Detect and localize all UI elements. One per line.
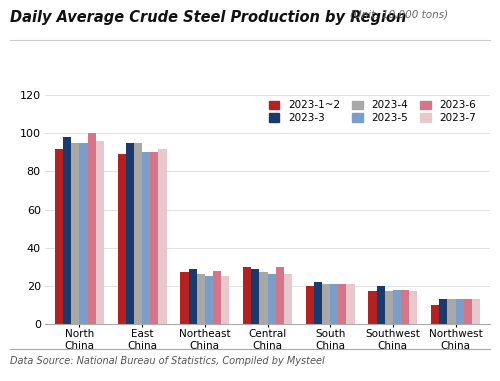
Text: Daily Average Crude Steel Production by Region: Daily Average Crude Steel Production by … — [10, 10, 406, 24]
Bar — [251, 269, 260, 324]
Bar — [134, 143, 142, 324]
Bar — [63, 137, 72, 324]
Bar — [284, 274, 292, 324]
Bar — [330, 284, 338, 324]
Bar — [80, 143, 88, 324]
Bar — [431, 305, 439, 324]
Bar — [464, 299, 472, 324]
Bar — [314, 282, 322, 324]
Bar — [260, 272, 268, 324]
Bar — [150, 152, 158, 324]
Legend: 2023-1~2, 2023-3, 2023-4, 2023-5, 2023-6, 2023-7: 2023-1~2, 2023-3, 2023-4, 2023-5, 2023-6… — [269, 101, 476, 123]
Bar — [393, 290, 401, 324]
Bar — [158, 149, 166, 324]
Bar — [306, 286, 314, 324]
Bar — [456, 299, 464, 324]
Bar — [376, 286, 384, 324]
Bar — [142, 152, 150, 324]
Bar — [55, 149, 63, 324]
Bar — [448, 299, 456, 324]
Bar — [276, 267, 284, 324]
Bar — [401, 290, 409, 324]
Bar — [205, 276, 213, 324]
Bar — [384, 291, 393, 324]
Bar — [213, 271, 221, 324]
Bar — [72, 143, 80, 324]
Text: Data Source: National Bureau of Statistics, Compiled by Mysteel: Data Source: National Bureau of Statisti… — [10, 356, 325, 366]
Bar — [126, 143, 134, 324]
Bar — [96, 141, 104, 324]
Bar — [368, 291, 376, 324]
Bar — [338, 284, 346, 324]
Bar — [346, 284, 354, 324]
Bar — [439, 299, 448, 324]
Bar — [322, 284, 330, 324]
Bar — [243, 267, 251, 324]
Bar — [472, 299, 480, 324]
Bar — [221, 276, 230, 324]
Bar — [196, 274, 205, 324]
Bar — [188, 269, 196, 324]
Text: (Unit: 10,000 tons): (Unit: 10,000 tons) — [350, 10, 448, 19]
Bar — [409, 291, 418, 324]
Bar — [268, 274, 276, 324]
Bar — [118, 154, 126, 324]
Bar — [180, 272, 188, 324]
Bar — [88, 133, 96, 324]
